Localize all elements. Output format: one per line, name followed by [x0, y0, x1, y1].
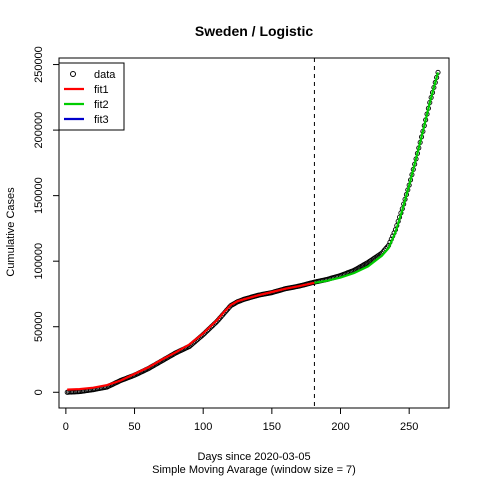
legend-label: fit1 — [94, 84, 109, 96]
y-axis-label: Cumulative Cases — [5, 187, 17, 277]
legend: data fit1 fit2 fit3 — [58, 62, 125, 131]
x-axis-subtitle: Simple Moving Avarage (window size = 7) — [152, 464, 356, 476]
legend-label: fit3 — [94, 114, 109, 126]
y-tick-label: 50000 — [33, 311, 45, 342]
fit-lines — [67, 72, 440, 391]
x-tick-label: 50 — [128, 421, 140, 433]
y-tick-label: 150000 — [33, 177, 45, 214]
chart-title: Sweden / Logistic — [195, 23, 313, 39]
y-tick-label: 200000 — [33, 112, 45, 149]
x-tick-label: 200 — [331, 421, 349, 433]
x-tick-label: 150 — [263, 421, 281, 433]
y-tick-label: 0 — [33, 389, 45, 395]
x-tick-label: 0 — [63, 421, 69, 433]
y-tick-label: 100000 — [33, 243, 45, 280]
axes: 0 50 100 150 200 250 0 50000 100000 150000 200000 2… — [33, 46, 418, 433]
x-axis-label: Days since 2020-03-05 — [197, 451, 310, 463]
fit-line-fit2 — [314, 72, 440, 284]
legend-label: fit2 — [94, 99, 109, 111]
x-tick-label: 250 — [400, 421, 418, 433]
legend-label: data — [94, 69, 116, 81]
legend-swatch — [70, 71, 76, 77]
x-tick-label: 100 — [194, 421, 212, 433]
y-tick-label: 250000 — [33, 46, 45, 83]
fit-line-fit1 — [67, 281, 315, 391]
